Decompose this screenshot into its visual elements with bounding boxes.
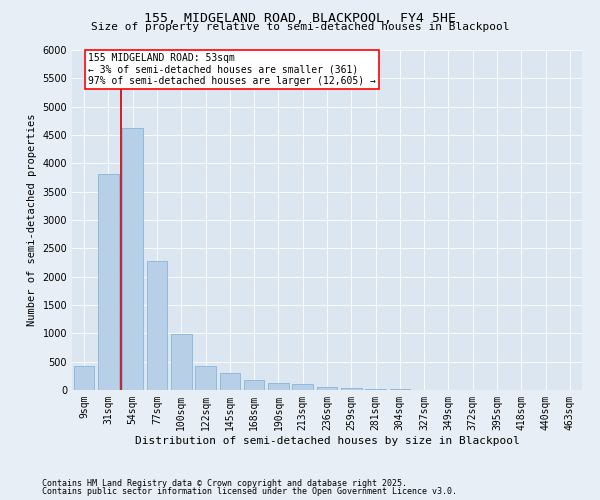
X-axis label: Distribution of semi-detached houses by size in Blackpool: Distribution of semi-detached houses by … xyxy=(134,436,520,446)
Bar xyxy=(244,380,265,390)
Bar xyxy=(292,384,313,390)
Bar xyxy=(98,174,119,390)
Text: Size of property relative to semi-detached houses in Blackpool: Size of property relative to semi-detach… xyxy=(91,22,509,32)
Bar xyxy=(146,262,167,390)
Bar xyxy=(171,334,191,390)
Text: 155 MIDGELAND ROAD: 53sqm
← 3% of semi-detached houses are smaller (361)
97% of : 155 MIDGELAND ROAD: 53sqm ← 3% of semi-d… xyxy=(88,53,376,86)
Text: Contains public sector information licensed under the Open Government Licence v3: Contains public sector information licen… xyxy=(42,487,457,496)
Bar xyxy=(195,366,216,390)
Bar xyxy=(341,388,362,390)
Bar xyxy=(317,387,337,390)
Bar xyxy=(74,366,94,390)
Y-axis label: Number of semi-detached properties: Number of semi-detached properties xyxy=(27,114,37,326)
Text: 155, MIDGELAND ROAD, BLACKPOOL, FY4 5HE: 155, MIDGELAND ROAD, BLACKPOOL, FY4 5HE xyxy=(144,12,456,26)
Bar xyxy=(268,382,289,390)
Text: Contains HM Land Registry data © Crown copyright and database right 2025.: Contains HM Land Registry data © Crown c… xyxy=(42,478,407,488)
Bar xyxy=(220,373,240,390)
Bar xyxy=(122,128,143,390)
Bar xyxy=(365,389,386,390)
